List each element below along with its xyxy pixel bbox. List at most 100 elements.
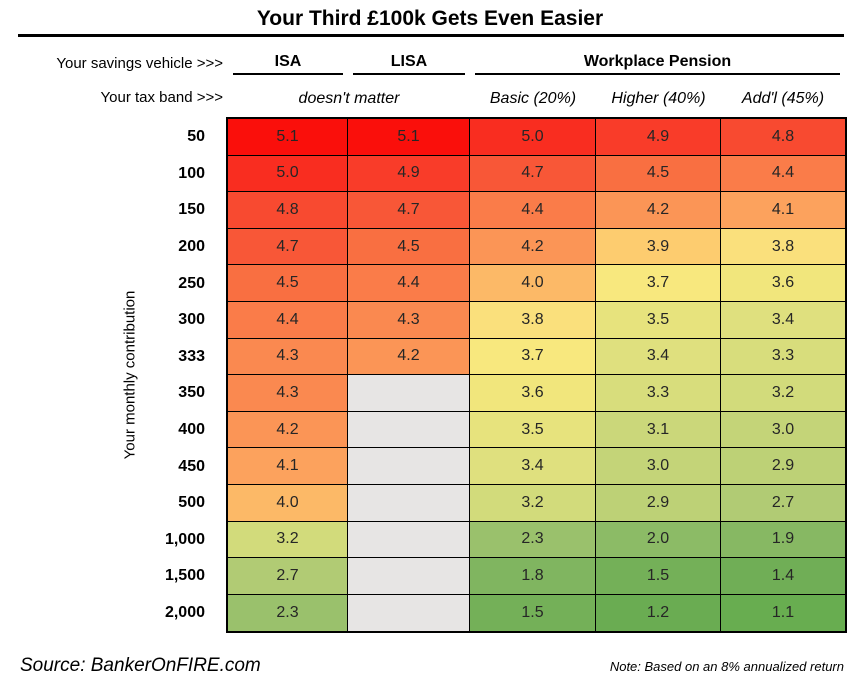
heatmap-cell: 4.9 (348, 155, 470, 193)
heatmap-cell: 4.4 (228, 301, 348, 339)
heatmap-cell: 3.2 (470, 484, 596, 522)
table-body: Your monthly contribution 50 100 150 200 250… (0, 117, 860, 634)
heatmap-cell: 3.7 (470, 338, 596, 376)
heatmap-cell: 4.2 (348, 338, 470, 376)
row-label-500: 500 (178, 494, 205, 512)
heatmap-cell: 3.5 (470, 411, 596, 449)
heatmap-cell: 4.5 (348, 228, 470, 266)
heatmap-cell: 3.8 (470, 301, 596, 339)
heatmap-cell: 5.0 (228, 155, 348, 193)
assumption-note: Note: Based on an 8% annualized return (609, 659, 844, 674)
heatmap-cell: 2.0 (596, 521, 721, 559)
heatmap-cell: 1.1 (721, 594, 845, 632)
heatmap-cell: 1.5 (596, 558, 721, 595)
heatmap-cell: 4.2 (470, 228, 596, 266)
heatmap-cell: 4.7 (348, 192, 470, 229)
heatmap-cell: 3.3 (596, 375, 721, 412)
heatmap-cell: 3.1 (596, 411, 721, 449)
tax-band-higher: Higher (40%) (611, 90, 706, 107)
tax-band-label: Your tax band >>> (100, 89, 223, 106)
row-label-1500: 1,500 (164, 567, 205, 585)
tax-band-basic: Basic (20%) (489, 90, 577, 107)
heatmap-cell: 4.0 (228, 484, 348, 522)
heatmap-grid: 5.1 5.1 5.0 4.9 4.8 5.0 4.9 4.7 4.5 4.4 4.8 4.7 4.4 4… (226, 117, 847, 634)
heatmap-cell: 2.9 (596, 484, 721, 522)
footer: Source: BankerOnFIRE.com Note: Based on … (0, 655, 860, 677)
row-label-2000: 2,000 (164, 604, 205, 622)
heatmap-cell: 3.0 (596, 448, 721, 485)
heatmap-cell: 2.3 (228, 594, 348, 632)
heatmap-cell-empty (348, 375, 470, 412)
heatmap-cell: 3.6 (721, 265, 845, 302)
heatmap-cell: 4.9 (596, 119, 721, 156)
heatmap-cell: 4.3 (228, 375, 348, 412)
row-label-250: 250 (178, 274, 205, 292)
heatmap-cell: 2.7 (721, 484, 845, 522)
heatmap-cell: 2.3 (470, 521, 596, 559)
source-credit: Source: BankerOnFIRE.com (20, 655, 261, 676)
heatmap-cell: 4.5 (596, 155, 721, 193)
heatmap-cell: 2.7 (228, 558, 348, 595)
heatmap-cell: 2.9 (721, 448, 845, 485)
row-labels-column: 50 100 150 200 250 300 333 350 400 450 500 1,000 1,5… (0, 119, 228, 631)
heatmap-cell: 4.4 (348, 265, 470, 302)
row-label-300: 300 (178, 311, 205, 329)
heatmap-cell: 4.3 (228, 338, 348, 376)
row-label-50: 50 (187, 128, 205, 146)
row-label-400: 400 (178, 421, 205, 439)
heatmap-cell-empty (348, 594, 470, 632)
heatmap-cell: 4.4 (721, 155, 845, 193)
heatmap-cell-empty (348, 448, 470, 485)
heatmap-cell: 3.0 (721, 411, 845, 449)
heatmap-cell: 3.7 (596, 265, 721, 302)
heatmap-cell: 4.1 (228, 448, 348, 485)
savings-vehicle-label: Your savings vehicle >>> (56, 55, 223, 72)
heatmap-cell: 3.4 (470, 448, 596, 485)
row-label-333: 333 (178, 347, 205, 365)
heatmap-cell: 5.1 (348, 119, 470, 156)
heatmap-cell: 1.8 (470, 558, 596, 595)
row-label-1000: 1,000 (164, 530, 205, 548)
heatmap-cell-empty (348, 558, 470, 595)
heatmap-cell: 3.9 (596, 228, 721, 266)
header-grid: Your savings vehicle >>> ISA LISA Workpl… (0, 37, 845, 117)
tax-band-doesnt-matter: doesn't matter (298, 90, 400, 107)
column-header-lisa: LISA (353, 53, 465, 75)
column-header-workplace-pension: Workplace Pension (475, 53, 840, 75)
heatmap-cell-empty (348, 411, 470, 449)
heatmap-cell: 3.4 (721, 301, 845, 339)
heatmap-cell: 1.4 (721, 558, 845, 595)
heatmap-cell-empty (348, 521, 470, 559)
row-label-150: 150 (178, 201, 205, 219)
heatmap-cell: 4.2 (228, 411, 348, 449)
heatmap-cell: 4.7 (470, 155, 596, 193)
heatmap-cell: 1.9 (721, 521, 845, 559)
heatmap-cell: 1.5 (470, 594, 596, 632)
heatmap-cell: 1.2 (596, 594, 721, 632)
row-label-350: 350 (178, 384, 205, 402)
heatmap-cell: 4.3 (348, 301, 470, 339)
heatmap-cell: 4.2 (596, 192, 721, 229)
page-title: Your Third £100k Gets Even Easier (256, 7, 604, 30)
heatmap-cell: 5.1 (228, 119, 348, 156)
heatmap-cell: 3.4 (596, 338, 721, 376)
title-divider (18, 34, 844, 37)
heatmap-cell: 4.4 (470, 192, 596, 229)
heatmap-cell: 4.5 (228, 265, 348, 302)
heatmap-cell: 4.8 (228, 192, 348, 229)
tax-band-addl: Add'l (45%) (741, 90, 825, 107)
heatmap-cell: 3.2 (228, 521, 348, 559)
heatmap-cell: 5.0 (470, 119, 596, 156)
row-label-200: 200 (178, 238, 205, 256)
column-header-isa: ISA (233, 53, 343, 75)
heatmap-cell: 3.6 (470, 375, 596, 412)
heatmap-cell: 3.3 (721, 338, 845, 376)
heatmap-cell: 4.8 (721, 119, 845, 156)
heatmap-cell: 3.2 (721, 375, 845, 412)
row-label-100: 100 (178, 164, 205, 182)
heatmap-cell: 4.1 (721, 192, 845, 229)
row-label-450: 450 (178, 457, 205, 475)
heatmap-cell-empty (348, 484, 470, 522)
heatmap-cell: 4.0 (470, 265, 596, 302)
